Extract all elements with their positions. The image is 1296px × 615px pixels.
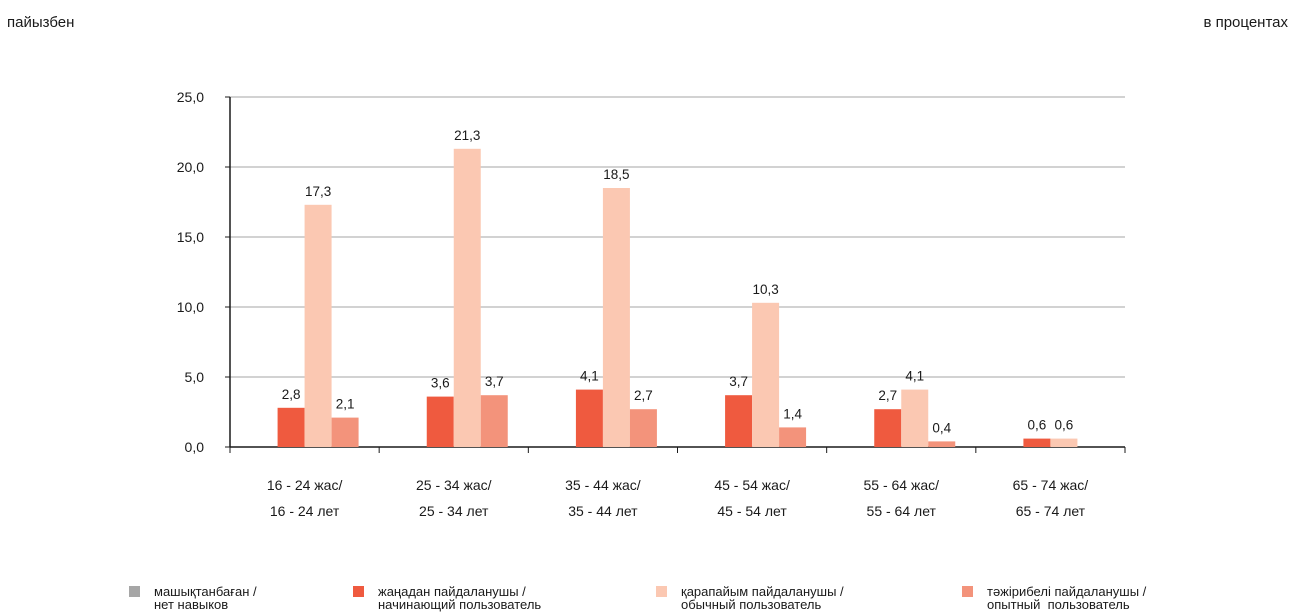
bar-beginner — [725, 395, 753, 447]
value-label-experienced: 0,4 — [932, 420, 951, 435]
x-tick-label: 65 - 74 лет — [1016, 503, 1086, 519]
value-label-ordinary: 17,3 — [305, 184, 331, 199]
bar-experienced — [331, 417, 359, 447]
x-tick-label: 16 - 24 жас/ — [267, 477, 343, 493]
unit-label-right: в процентах — [1203, 14, 1288, 31]
x-tick-label: 25 - 34 лет — [419, 503, 489, 519]
value-label-beginner: 2,7 — [878, 388, 897, 403]
legend-swatch-no-skills — [129, 586, 140, 597]
value-label-ordinary: 21,3 — [454, 128, 480, 143]
value-label-beginner: 4,1 — [580, 369, 599, 384]
x-tick-label: 35 - 44 лет — [568, 503, 638, 519]
bar-ordinary — [304, 204, 332, 447]
legend-item-ordinary: қарапайым пайдаланушы / обычный пользова… — [656, 585, 844, 611]
value-label-beginner: 3,6 — [431, 376, 450, 391]
bar-ordinary — [1050, 438, 1078, 447]
x-tick-label: 65 - 74 жас/ — [1013, 477, 1089, 493]
value-label-beginner: 3,7 — [729, 374, 748, 389]
bar-beginner — [575, 389, 603, 447]
legend-text-ordinary: қарапайым пайдаланушы / обычный пользова… — [681, 584, 844, 612]
x-tick-label: 55 - 64 жас/ — [863, 477, 939, 493]
bar-ordinary — [602, 188, 630, 447]
value-label-experienced: 1,4 — [783, 406, 802, 421]
legend-item-experienced: тәжірибелі пайдаланушы / опытный пользов… — [962, 585, 1146, 611]
value-label-ordinary: 10,3 — [752, 282, 778, 297]
y-tick-label: 5,0 — [185, 369, 205, 385]
x-tick-label: 55 - 64 лет — [867, 503, 937, 519]
value-label-experienced: 3,7 — [485, 374, 504, 389]
bar-beginner — [874, 409, 902, 447]
y-tick-label: 15,0 — [177, 229, 204, 245]
bar-beginner — [426, 396, 454, 447]
legend-item-no-skills: машықтанбаған / нет навыков — [129, 585, 257, 611]
bar-experienced — [480, 395, 508, 447]
value-label-ordinary: 0,6 — [1055, 418, 1074, 433]
legend-swatch-experienced — [962, 586, 973, 597]
legend-text-no-skills: машықтанбаған / нет навыков — [154, 584, 257, 612]
value-label-ordinary: 18,5 — [603, 167, 629, 182]
bar-experienced — [928, 441, 956, 447]
legend-swatch-beginner — [353, 586, 364, 597]
y-tick-label: 0,0 — [185, 439, 205, 455]
y-tick-label: 25,0 — [177, 89, 204, 105]
value-label-beginner: 0,6 — [1028, 418, 1047, 433]
bar-ordinary — [901, 389, 929, 447]
legend-text-beginner: жаңадан пайдаланушы / начинающий пользов… — [378, 584, 542, 612]
x-tick-label: 45 - 54 лет — [717, 503, 787, 519]
x-tick-label: 16 - 24 лет — [270, 503, 340, 519]
bar-ordinary — [752, 302, 780, 447]
legend-item-beginner: жаңадан пайдаланушы / начинающий пользов… — [353, 585, 541, 611]
unit-label-left: пайызбен — [7, 14, 75, 31]
bar-ordinary — [453, 148, 481, 448]
bar-beginner — [277, 407, 305, 447]
bar-experienced — [629, 409, 657, 447]
y-tick-label: 20,0 — [177, 159, 204, 175]
bar-beginner — [1023, 438, 1051, 447]
x-tick-label: 45 - 54 жас/ — [714, 477, 790, 493]
x-tick-label: 35 - 44 жас/ — [565, 477, 641, 493]
legend-swatch-ordinary — [656, 586, 667, 597]
y-tick-label: 10,0 — [177, 299, 204, 315]
bar-experienced — [779, 427, 807, 447]
value-label-experienced: 2,1 — [336, 397, 355, 412]
value-label-experienced: 2,7 — [634, 388, 653, 403]
legend-text-experienced: тәжірибелі пайдаланушы / опытный пользов… — [987, 584, 1147, 612]
x-tick-label: 25 - 34 жас/ — [416, 477, 492, 493]
value-label-beginner: 2,8 — [282, 387, 301, 402]
value-label-ordinary: 4,1 — [905, 369, 924, 384]
